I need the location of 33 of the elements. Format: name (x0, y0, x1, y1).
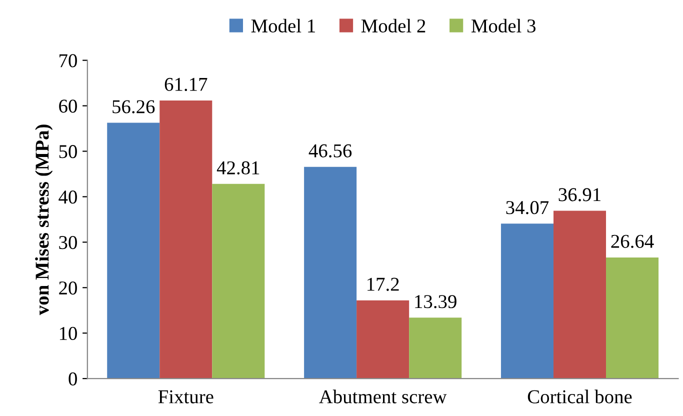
x-tick-label: Fixture (158, 390, 214, 404)
bar (409, 318, 462, 379)
data-label: 42.81 (216, 161, 260, 175)
bar (606, 257, 659, 379)
data-label: 56.26 (112, 100, 155, 114)
x-tick-label: Cortical bone (528, 390, 632, 404)
data-label: 46.56 (308, 144, 352, 158)
legend-label: Model 3 (471, 18, 536, 33)
bar (356, 300, 410, 379)
bar (212, 184, 265, 379)
data-label: 13.39 (415, 295, 456, 308)
bar (500, 224, 554, 379)
legend-label: Model 2 (361, 18, 426, 33)
bar (107, 122, 160, 379)
data-label: 61.17 (164, 78, 208, 92)
y-tick-label: 0 (68, 372, 77, 386)
y-axis-title: von Mises stress (MPa) (35, 124, 53, 316)
data-label: 26.64 (611, 234, 654, 248)
y-tick-label: 10 (60, 326, 77, 340)
y-tick-label: 70 (60, 54, 77, 68)
bar (160, 100, 212, 379)
y-tick-label: 50 (59, 145, 77, 158)
data-label: 17.2 (368, 278, 399, 291)
data-label: 36.91 (558, 188, 600, 202)
data-label: 34.07 (506, 201, 549, 214)
bar (304, 166, 357, 379)
bar (553, 210, 606, 379)
x-tick-label: Abutment screw (319, 390, 447, 404)
y-tick-label: 20 (59, 281, 77, 295)
legend-label: Model 1 (251, 18, 315, 33)
y-tick-label: 40 (58, 190, 77, 204)
y-tick-label: 30 (59, 236, 77, 250)
y-tick-label: 60 (59, 100, 77, 113)
